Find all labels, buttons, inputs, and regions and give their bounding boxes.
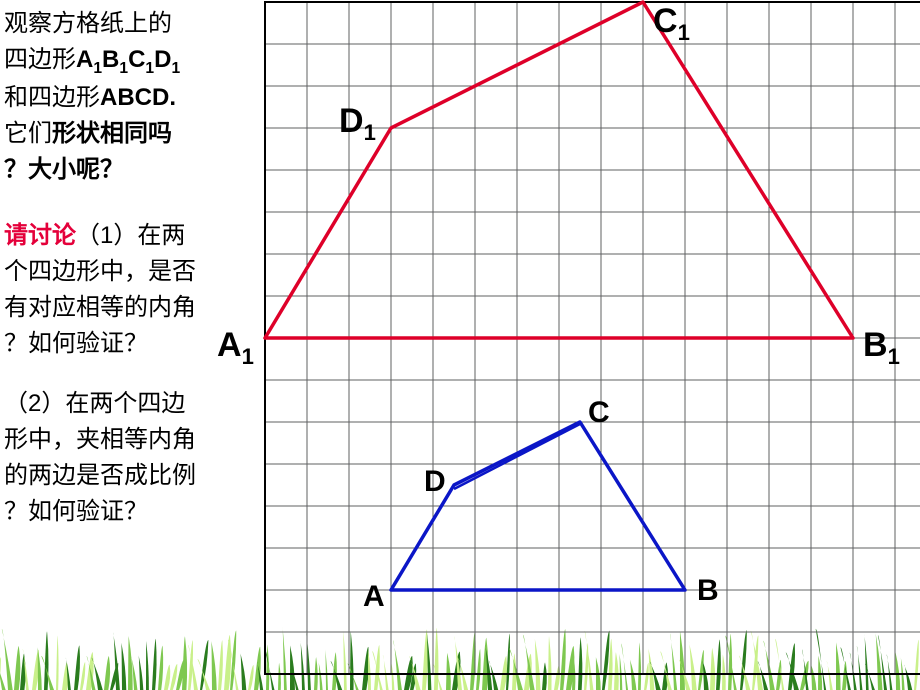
vertex-label-a1: A1 xyxy=(217,326,254,370)
q2-line-4: ？如何验证？ xyxy=(4,494,256,530)
spacer-1 xyxy=(4,188,256,218)
q1-line-2: 个四边形中，是否 xyxy=(4,254,256,290)
obs-text-1: 观察方格纸上的 xyxy=(4,10,172,37)
obs-line-1: 观察方格纸上的 xyxy=(4,6,256,42)
q1-line-3: 有对应相等的内角 xyxy=(4,290,256,326)
obs-text-2a: 四边形 xyxy=(4,46,76,73)
obs-text-4b: 形状相同吗 xyxy=(52,120,172,147)
vertex-label-c1: C1 xyxy=(653,2,690,46)
obs-text-4a: 它们 xyxy=(4,120,52,147)
q2-line-3: 的两边是否成比例 xyxy=(4,458,256,494)
lbl-abcd: ABCD. xyxy=(100,84,176,111)
instruction-panel: 观察方格纸上的 四边形A1B1C1D1 和四边形ABCD. 它们形状相同吗 ？大… xyxy=(0,0,260,530)
q2-line-1: （2）在两个四边 xyxy=(4,386,256,422)
vertex-label-d: D xyxy=(424,465,446,499)
vertex-label-a: A xyxy=(363,580,385,614)
obs-line-2: 四边形A1B1C1D1 xyxy=(4,42,256,80)
vertex-label-c: C xyxy=(588,396,610,430)
lbl-b1: B xyxy=(102,46,119,73)
discuss-label: 请讨论 xyxy=(4,222,76,249)
obs-text-3a: 和四边形 xyxy=(4,84,100,111)
lbl-a1: A xyxy=(76,46,93,73)
q1-line-1: 请讨论（1）在两 xyxy=(4,218,256,254)
obs-line-5: ？大小呢？ xyxy=(4,152,256,188)
lbl-c1: C xyxy=(128,46,145,73)
q1-text-1: （1）在两 xyxy=(76,222,185,249)
obs-line-3: 和四边形ABCD. xyxy=(4,80,256,116)
vertex-label-b1: B1 xyxy=(863,326,900,370)
obs-line-4: 它们形状相同吗 xyxy=(4,116,256,152)
lbl-d1: D xyxy=(154,46,171,73)
vertex-label-b: B xyxy=(697,574,719,608)
q2-line-2: 形中，夹相等内角 xyxy=(4,422,256,458)
vertex-label-d1: D1 xyxy=(339,102,376,146)
